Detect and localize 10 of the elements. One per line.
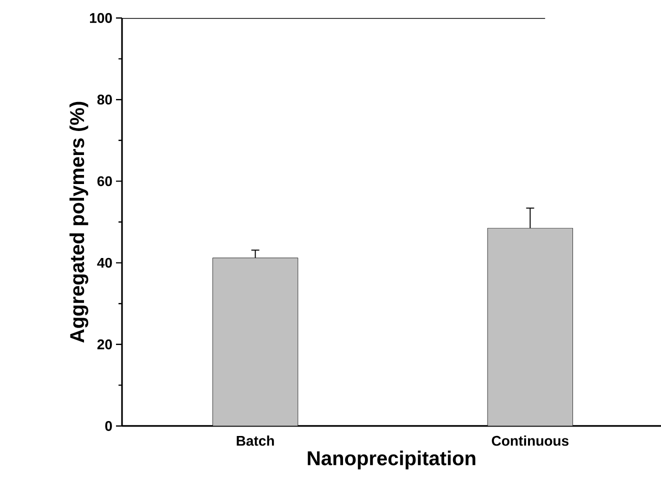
x-tick-label: Batch bbox=[236, 436, 274, 446]
y-tick-label: 20 bbox=[97, 339, 112, 350]
x-tick-label: Continuous bbox=[492, 436, 568, 446]
y-tick-label: 40 bbox=[97, 258, 112, 268]
y-tick-label: 80 bbox=[97, 94, 112, 105]
x-axis-title: Nanoprecipitation bbox=[308, 450, 476, 470]
y-axis-title: Aggregated polymers (%) bbox=[70, 102, 88, 343]
y-tick-label: 0 bbox=[105, 421, 112, 431]
y-tick-label: 60 bbox=[97, 176, 112, 186]
y-tick-label: 100 bbox=[90, 13, 112, 23]
